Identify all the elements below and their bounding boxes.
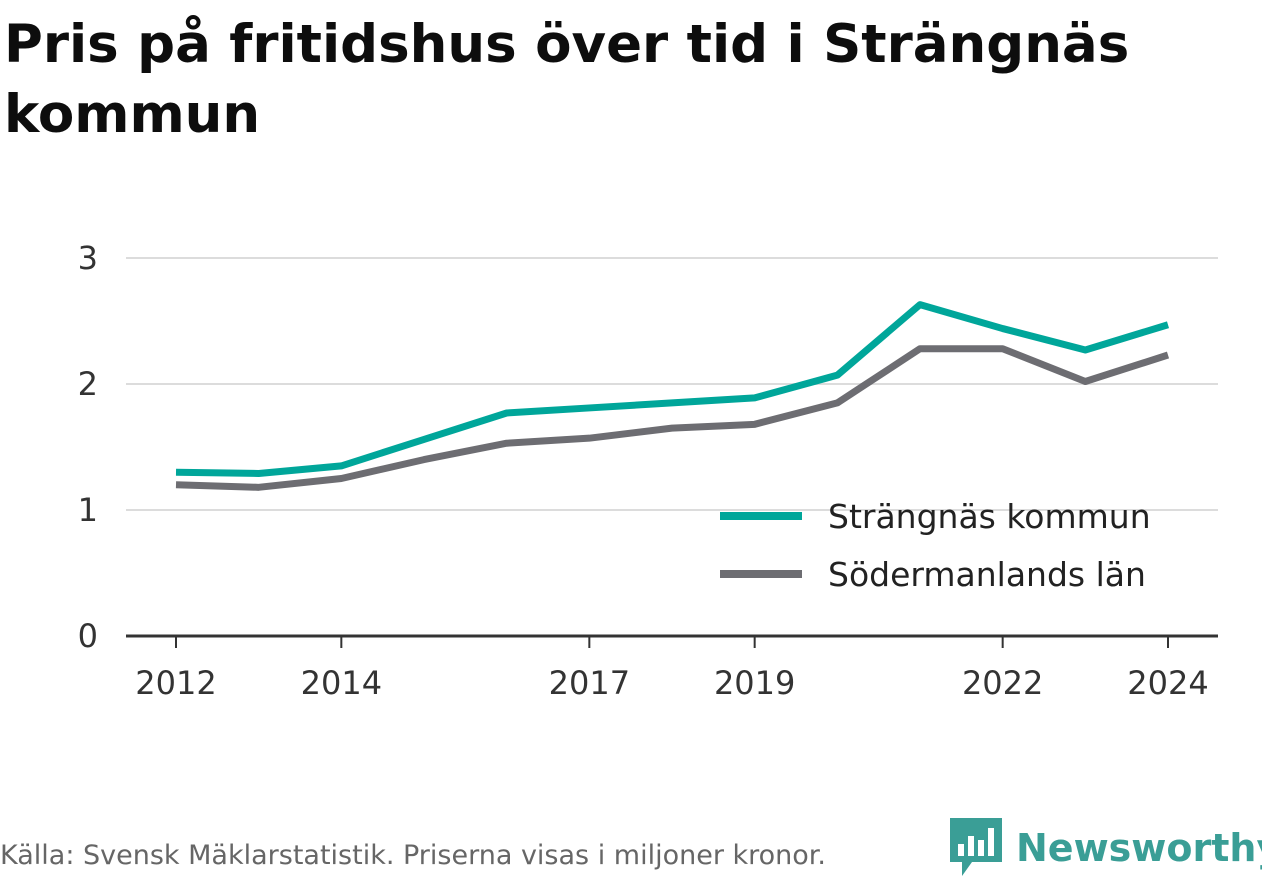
legend: Strängnäs kommun Södermanlands län	[720, 497, 1151, 594]
x-tick-label: 2022	[962, 664, 1043, 702]
x-tick-label: 2012	[135, 664, 216, 702]
legend-label: Södermanlands län	[828, 555, 1146, 594]
y-tick-label: 1	[78, 491, 98, 529]
y-tick-label: 0	[78, 617, 98, 655]
brand-logo[interactable]: Newsworthy	[950, 818, 1262, 878]
brand-name: Newsworthy	[1016, 826, 1262, 870]
x-tick-label: 2019	[714, 664, 795, 702]
x-tick-label: 2014	[301, 664, 382, 702]
gridlines	[126, 257, 1218, 511]
legend-label: Strängnäs kommun	[828, 497, 1151, 536]
series-line	[175, 301, 1170, 477]
y-tick-label: 2	[78, 365, 98, 403]
y-axis-ticks: 0 1 2 3	[78, 239, 98, 655]
x-tick-label: 2017	[549, 664, 630, 702]
series-lines	[175, 301, 1170, 491]
x-tick-label: 2024	[1127, 664, 1208, 702]
source-note: Källa: Svensk Mäklarstatistik. Priserna …	[0, 840, 827, 871]
x-axis-ticks: 2012 2014 2017 2019 2022 2024	[135, 636, 1209, 702]
page-title: Pris på fritidshus över tid i Strängnäs …	[4, 14, 1130, 145]
y-tick-label: 3	[78, 239, 98, 277]
series-line	[175, 345, 1170, 491]
newsworthy-logo-icon	[950, 818, 1002, 876]
